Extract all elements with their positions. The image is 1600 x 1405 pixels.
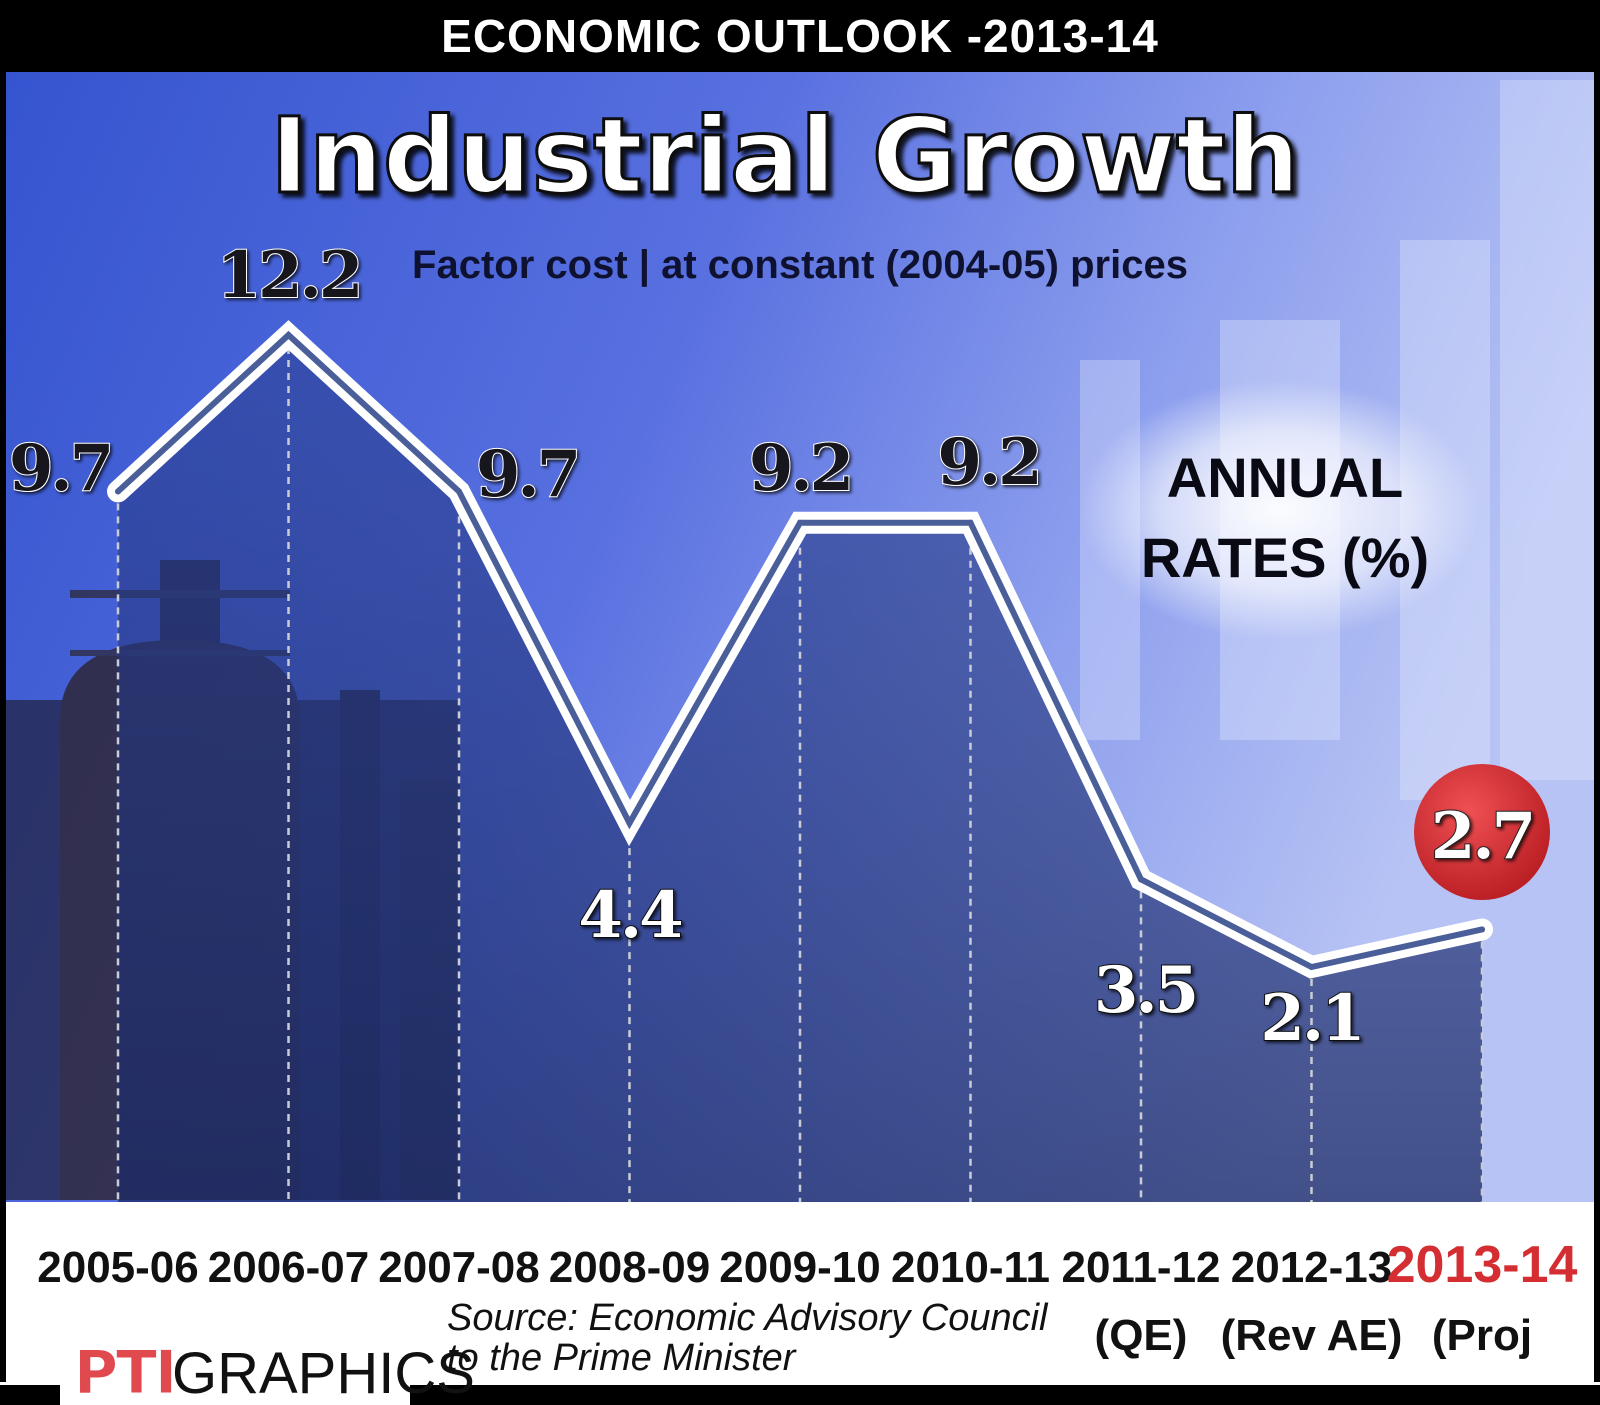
highlight-circle xyxy=(1414,764,1550,900)
header-bar: ECONOMIC OUTLOOK -2013-14 xyxy=(0,0,1600,72)
data-point-2007-08 xyxy=(456,488,462,495)
value-label-2013-14: 2.7 xyxy=(1431,799,1533,874)
value-label-2012-13: 2.1 xyxy=(1260,981,1362,1056)
source-line-2: to the Prime Minister xyxy=(447,1337,797,1379)
chart-title: Industrial Growth xyxy=(270,95,1300,217)
annotation-line-2: RATES (%) xyxy=(1141,526,1429,589)
category-label-2013-14: 2013-14 xyxy=(1387,1236,1578,1294)
header-title: ECONOMIC OUTLOOK -2013-14 xyxy=(441,10,1159,62)
footer-bottom-left-black xyxy=(0,1385,60,1405)
data-point-2006-07 xyxy=(285,332,292,338)
category-label-2012-13: 2012-13 xyxy=(1231,1243,1392,1292)
data-point-2012-13 xyxy=(1308,964,1315,970)
category-label-2007-08: 2007-08 xyxy=(378,1243,539,1292)
value-label-2011-12: 3.5 xyxy=(1094,953,1196,1028)
category-label-2010-11: 2010-11 xyxy=(891,1243,1050,1292)
value-label-2005-06: 9.7 xyxy=(9,431,111,506)
brand-text: GRAPHICS xyxy=(172,1341,475,1405)
category-note-2011-12: (QE) xyxy=(1095,1311,1188,1360)
category-note-2012-13: (Rev AE) xyxy=(1221,1311,1403,1360)
footer-panel xyxy=(0,1202,1600,1380)
annotation-glow xyxy=(1080,380,1480,640)
pti-logo-text: PTI xyxy=(74,1338,175,1405)
value-label-2009-10: 9.2 xyxy=(749,431,851,506)
value-label-2007-08: 9.7 xyxy=(476,437,578,512)
annotation-line-1: ANNUAL xyxy=(1167,446,1403,509)
category-label-2008-09: 2008-09 xyxy=(549,1243,710,1292)
category-label-2006-07: 2006-07 xyxy=(208,1243,369,1292)
data-points xyxy=(115,332,1485,970)
value-label-2006-07: 12.2 xyxy=(217,238,361,313)
value-label-2008-09: 4.4 xyxy=(578,878,681,953)
data-point-2005-06 xyxy=(115,488,121,495)
data-point-2008-09 xyxy=(626,820,633,827)
footer-bottom-mid-black xyxy=(410,1385,1600,1405)
category-dashed-lines xyxy=(116,347,1484,1228)
data-point-2011-12 xyxy=(1138,876,1144,883)
pti-logo: PTI GRAPHICS xyxy=(74,1338,475,1405)
data-point-2009-10 xyxy=(797,519,803,526)
frame-left xyxy=(0,72,6,1382)
source-line-1: Source: Economic Advisory Council xyxy=(447,1297,1049,1339)
data-point-2010-11 xyxy=(967,519,974,526)
category-label-2005-06: 2005-06 xyxy=(37,1243,198,1292)
chart-subtitle: Factor cost | at constant (2004-05) pric… xyxy=(412,243,1188,287)
frame-right xyxy=(1594,72,1600,1382)
category-label-2011-12: 2011-12 xyxy=(1061,1243,1220,1292)
value-labels: 9.7 12.2 9.7 4.4 9.2 9.2 3.5 2.1 2.7 xyxy=(8,237,1537,1057)
category-label-2009-10: 2009-10 xyxy=(719,1243,880,1292)
category-note-2013-14: (Proj xyxy=(1432,1311,1532,1360)
category-labels: 2005-06 2006-07 2007-08 2008-09 2009-10 2010-… xyxy=(37,1236,1577,1360)
data-point-2013-14 xyxy=(1479,926,1485,933)
value-label-2010-11: 9.2 xyxy=(937,425,1039,500)
